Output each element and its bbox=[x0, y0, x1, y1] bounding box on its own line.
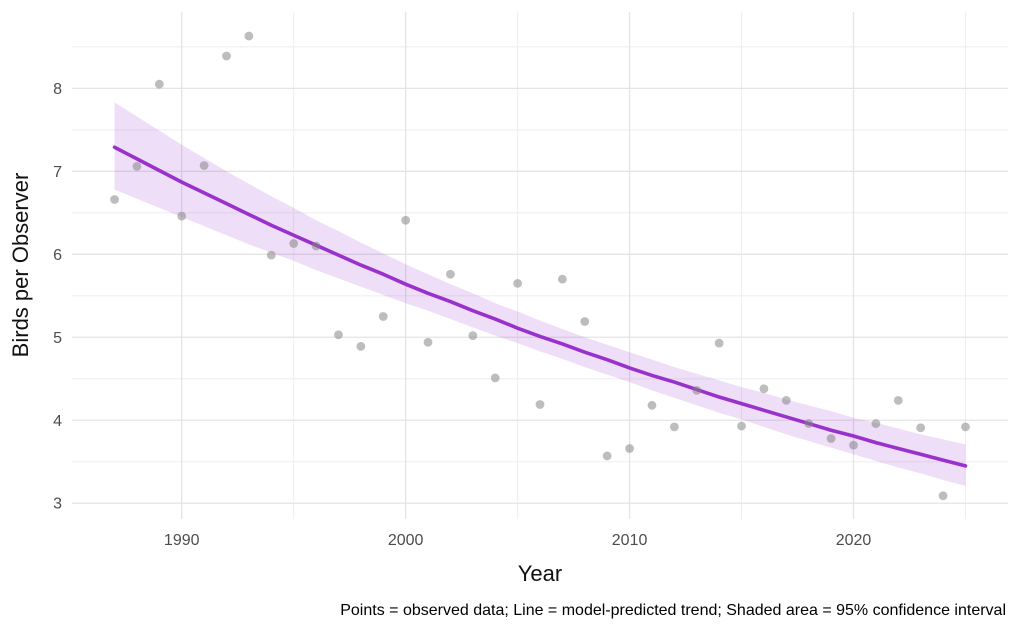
data-point bbox=[222, 51, 231, 61]
data-point bbox=[311, 241, 321, 251]
y-tick-label: 8 bbox=[53, 81, 62, 98]
x-tick-label: 2000 bbox=[388, 532, 424, 549]
y-axis-title: Birds per Observer bbox=[8, 173, 33, 358]
observed-points bbox=[110, 31, 970, 501]
data-point bbox=[714, 338, 724, 348]
minor-gridlines bbox=[72, 12, 1008, 519]
data-point bbox=[468, 331, 478, 341]
data-point bbox=[401, 215, 411, 225]
confidence-ribbon bbox=[114, 102, 966, 486]
chart-caption: Points = observed data; Line = model-pre… bbox=[340, 602, 1006, 619]
data-point bbox=[356, 342, 366, 351]
data-point bbox=[513, 278, 523, 288]
y-axis-tick-labels: 3 4 5 6 7 8 bbox=[53, 81, 62, 513]
data-point bbox=[737, 421, 746, 431]
data-point bbox=[625, 444, 634, 453]
x-tick-label: 2010 bbox=[612, 532, 648, 549]
data-point bbox=[132, 161, 142, 171]
y-tick-label: 5 bbox=[53, 330, 62, 347]
data-point bbox=[692, 385, 702, 395]
data-point bbox=[781, 395, 791, 405]
data-point bbox=[871, 419, 881, 428]
data-point bbox=[849, 440, 858, 450]
data-point bbox=[446, 269, 455, 279]
data-point bbox=[490, 373, 500, 383]
y-tick-label: 4 bbox=[53, 413, 62, 430]
data-point bbox=[804, 419, 814, 428]
data-point bbox=[535, 400, 545, 409]
data-point bbox=[110, 195, 119, 204]
data-point bbox=[580, 317, 590, 326]
data-point bbox=[669, 422, 679, 432]
data-point bbox=[423, 337, 433, 347]
data-point bbox=[289, 239, 299, 248]
data-point bbox=[199, 161, 209, 170]
data-point bbox=[154, 79, 164, 89]
y-tick-label: 3 bbox=[53, 496, 62, 513]
data-point bbox=[244, 31, 254, 41]
x-axis-title: Year bbox=[518, 561, 562, 586]
data-point bbox=[938, 491, 948, 501]
data-point bbox=[893, 395, 903, 405]
x-axis-tick-labels: 1990 2000 2010 2020 bbox=[164, 532, 871, 549]
data-point bbox=[647, 400, 657, 410]
data-point bbox=[177, 211, 187, 221]
data-point bbox=[961, 422, 970, 432]
data-point bbox=[378, 312, 388, 321]
data-point bbox=[334, 330, 343, 340]
data-point bbox=[826, 434, 836, 443]
trend-line bbox=[112, 145, 968, 468]
data-point bbox=[557, 274, 567, 284]
data-point bbox=[602, 451, 612, 461]
x-tick-label: 1990 bbox=[164, 532, 200, 549]
y-tick-label: 6 bbox=[53, 247, 62, 264]
data-point bbox=[759, 384, 769, 394]
data-point bbox=[916, 423, 926, 433]
x-tick-label: 2020 bbox=[836, 532, 872, 549]
data-point bbox=[266, 250, 276, 260]
y-tick-label: 7 bbox=[53, 164, 62, 181]
